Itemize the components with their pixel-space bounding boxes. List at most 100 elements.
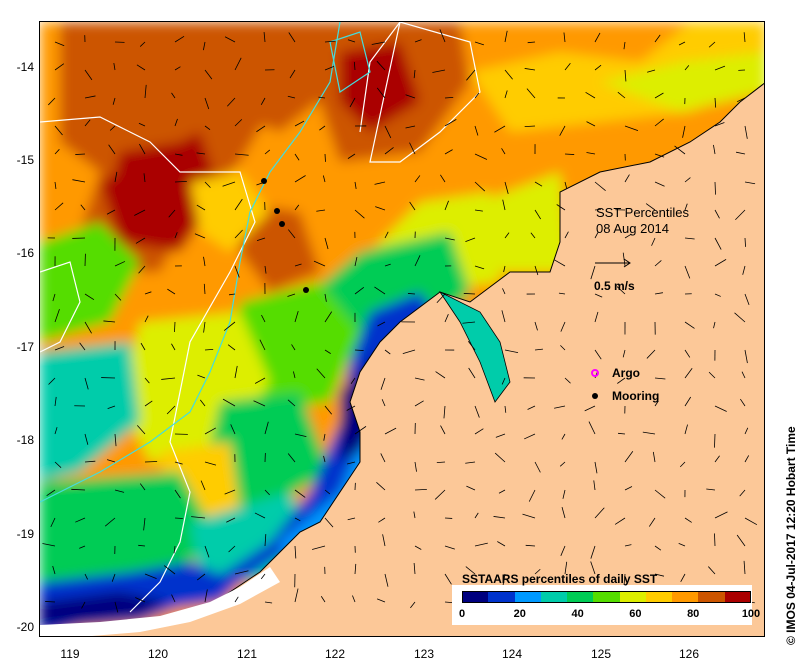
current-vector-arrow	[679, 461, 686, 468]
current-vector-arrow	[714, 433, 716, 448]
current-vector-arrow	[522, 513, 536, 519]
sst-map	[40, 22, 764, 636]
current-vector-arrow	[651, 237, 656, 246]
current-vector-arrow	[84, 460, 96, 463]
current-vector-arrow	[586, 121, 596, 127]
current-vector-arrow	[524, 433, 536, 440]
current-vector-arrow	[648, 517, 656, 527]
current-vector-arrow	[137, 425, 146, 435]
current-vector-arrow	[744, 293, 750, 306]
current-vector-arrow	[594, 64, 602, 71]
current-vector-arrow	[654, 34, 661, 43]
argo-marker-icon	[591, 369, 599, 377]
current-vector-arrow	[435, 371, 446, 379]
current-vector-arrow	[708, 371, 716, 379]
current-vector-arrow	[558, 292, 566, 295]
current-vector-arrow	[289, 69, 296, 79]
current-vector-arrow	[614, 517, 626, 525]
current-vector-arrow	[196, 573, 206, 581]
current-vector-arrow	[163, 565, 176, 575]
current-vector-arrow	[349, 97, 356, 108]
current-vector-arrow	[504, 349, 519, 353]
current-vector-arrow	[374, 286, 386, 295]
current-vector-arrow	[174, 66, 181, 71]
current-vector-arrow	[134, 209, 146, 216]
current-vector-arrow	[354, 286, 365, 295]
current-vector-arrow	[54, 202, 64, 211]
current-vector-arrow	[414, 545, 422, 550]
current-vector-arrow	[203, 256, 206, 267]
current-vector-arrow	[684, 203, 688, 211]
current-vector-arrow	[504, 405, 507, 413]
x-tick-label: 119	[60, 647, 80, 661]
current-vector-arrow	[313, 260, 326, 267]
current-vector-arrow	[444, 149, 453, 155]
current-vector-arrow	[114, 261, 126, 267]
current-vector-arrow	[588, 421, 596, 435]
current-vector-arrow	[323, 433, 326, 441]
current-vector-arrow	[714, 259, 727, 267]
current-vector-arrow	[564, 377, 571, 384]
current-vector-arrow	[287, 453, 296, 463]
current-vector-arrow	[384, 125, 392, 139]
colorbar-segment	[540, 591, 568, 603]
current-vector-arrow	[234, 57, 242, 71]
current-vector-arrow	[324, 237, 329, 250]
current-vector-arrow	[465, 461, 476, 464]
current-vector-arrow	[293, 371, 296, 379]
current-vector-arrow	[191, 516, 206, 519]
current-vector-arrow	[294, 120, 305, 127]
credit-label: IMOS 04-Jul-2017 12:20 Hobart Time	[784, 426, 798, 633]
current-vector-arrow	[564, 63, 571, 71]
current-vector-arrow	[414, 489, 427, 491]
current-vector-arrow	[736, 534, 746, 547]
current-vector-arrow	[647, 69, 656, 73]
current-vector-arrow	[684, 177, 691, 183]
current-vector-arrow	[294, 433, 307, 438]
y-tick-label: -14	[16, 60, 34, 74]
current-vector-arrow	[380, 377, 386, 390]
current-vector-arrow	[561, 506, 566, 519]
current-vector-arrow	[288, 229, 296, 239]
current-vector-arrow	[654, 118, 664, 127]
current-vector-arrow	[54, 346, 65, 351]
current-vector-arrow	[530, 232, 536, 239]
current-vector-arrow	[384, 263, 391, 267]
current-vector-arrow	[684, 396, 692, 407]
current-vector-arrow	[174, 153, 183, 156]
current-vector-arrow	[174, 321, 176, 333]
current-vector-arrow	[617, 377, 626, 384]
current-vector-arrow	[254, 512, 266, 519]
mooring-marker-icon	[592, 393, 598, 399]
current-vector-arrow	[617, 91, 626, 99]
current-vector-arrow	[684, 65, 690, 71]
current-vector-arrow	[444, 314, 449, 323]
current-vector-arrow	[678, 41, 686, 46]
current-vector-arrow	[84, 293, 95, 301]
current-vector-arrow	[227, 97, 236, 107]
current-vector-arrow	[564, 181, 568, 189]
current-vector-arrow	[204, 97, 210, 110]
current-vector-arrow	[294, 175, 306, 183]
current-vector-arrow	[84, 573, 88, 580]
current-vector-arrow	[594, 349, 602, 360]
current-vector-arrow	[413, 562, 416, 575]
current-vector-arrow	[623, 41, 626, 50]
current-vector-arrow	[474, 428, 484, 435]
current-vector-arrow	[204, 461, 217, 466]
current-vector-arrow	[585, 91, 596, 99]
current-vector-arrow	[196, 152, 206, 155]
current-vector-arrow	[645, 203, 656, 211]
current-vector-arrow	[534, 348, 543, 351]
current-vector-arrow	[204, 69, 213, 80]
current-vector-arrow	[590, 265, 596, 280]
current-vector-arrow	[684, 349, 691, 358]
current-vector-arrow	[234, 198, 243, 211]
current-vector-arrow	[294, 204, 300, 211]
current-vector-arrow	[384, 147, 394, 155]
map-title: SST Percentiles	[596, 205, 689, 220]
current-vector-arrow	[684, 368, 693, 379]
current-vector-arrow	[377, 321, 386, 327]
current-vector-arrow	[54, 125, 63, 136]
current-vector-arrow	[54, 461, 62, 468]
